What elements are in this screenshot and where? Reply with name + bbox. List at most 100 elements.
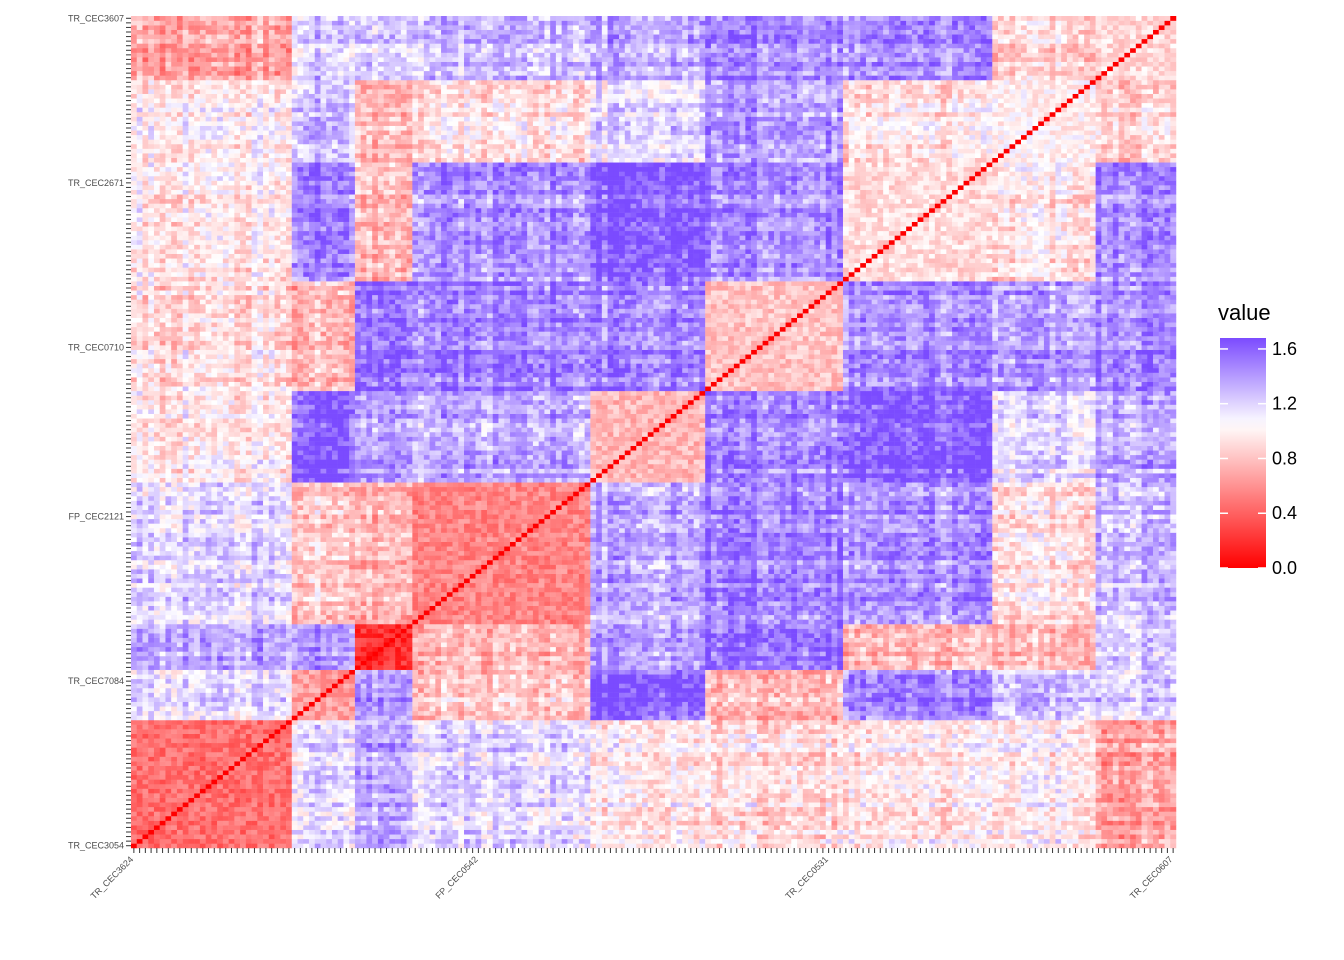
heatmap-cell <box>952 807 958 812</box>
heatmap-cell <box>941 834 947 839</box>
heatmap-cell <box>768 825 774 830</box>
heatmap-cell <box>246 734 252 739</box>
heatmap-cell <box>257 775 263 780</box>
heatmap-cell <box>826 734 832 739</box>
heatmap-cell <box>309 843 315 848</box>
heatmap-cell <box>751 802 757 807</box>
heatmap-cell <box>435 834 441 839</box>
heatmap-cell <box>786 747 792 752</box>
heatmap-cell <box>1027 793 1033 798</box>
heatmap-cell <box>1044 843 1050 848</box>
heatmap-cell <box>734 725 740 730</box>
heatmap-cell <box>579 779 585 784</box>
heatmap-cell <box>722 825 728 830</box>
heatmap-cell <box>320 752 326 757</box>
heatmap-cell <box>378 747 384 752</box>
heatmap-cell <box>740 752 746 757</box>
heatmap-cell <box>539 743 545 748</box>
heatmap-cell <box>315 734 321 739</box>
heatmap-cell <box>763 843 769 848</box>
heatmap-cell <box>160 802 166 807</box>
heatmap-cell <box>860 789 866 794</box>
heatmap-cell <box>516 757 522 762</box>
heatmap-cell <box>194 811 200 816</box>
heatmap-cell <box>1061 839 1067 844</box>
heatmap-cell <box>659 798 665 803</box>
heatmap-cell <box>1142 725 1148 730</box>
heatmap-cell <box>895 761 901 766</box>
heatmap-cell <box>355 830 361 835</box>
heatmap-cell <box>252 770 258 775</box>
heatmap-cell <box>131 839 137 844</box>
heatmap-cell <box>435 770 441 775</box>
heatmap-cell <box>481 775 487 780</box>
heatmap-cell <box>286 775 292 780</box>
heatmap-cell <box>171 825 177 830</box>
heatmap-cell <box>981 811 987 816</box>
heatmap-cell <box>229 729 235 734</box>
heatmap-cell <box>958 821 964 826</box>
heatmap-cell <box>183 834 189 839</box>
heatmap-cell <box>791 807 797 812</box>
heatmap-cell <box>567 834 573 839</box>
heatmap-cell <box>820 830 826 835</box>
heatmap-cell <box>969 789 975 794</box>
heatmap-cell <box>177 766 183 771</box>
heatmap-cell <box>579 821 585 826</box>
heatmap-cell <box>1090 825 1096 830</box>
heatmap-cell <box>711 825 717 830</box>
heatmap-cell <box>303 839 309 844</box>
heatmap-cell <box>1153 757 1159 762</box>
heatmap-cell <box>952 743 958 748</box>
heatmap-cell <box>682 825 688 830</box>
heatmap-cell <box>923 725 929 730</box>
heatmap-cell <box>407 761 413 766</box>
heatmap-cell <box>929 775 935 780</box>
heatmap-cell <box>935 839 941 844</box>
heatmap-cell <box>562 830 568 835</box>
heatmap-cell <box>401 807 407 812</box>
heatmap-cell <box>343 789 349 794</box>
heatmap-cell <box>877 775 883 780</box>
heatmap-cell <box>252 784 258 789</box>
heatmap-cell <box>1153 752 1159 757</box>
heatmap-cell <box>1015 743 1021 748</box>
heatmap-cell <box>883 747 889 752</box>
heatmap-cell <box>292 779 298 784</box>
heatmap-cell <box>602 825 608 830</box>
heatmap-cell <box>981 779 987 784</box>
heatmap-cell <box>889 752 895 757</box>
heatmap-cell <box>987 784 993 789</box>
heatmap-cell <box>550 789 556 794</box>
heatmap-cell <box>969 725 975 730</box>
heatmap-cell <box>407 798 413 803</box>
heatmap-cell <box>148 811 154 816</box>
heatmap-cell <box>298 720 304 725</box>
heatmap-cell <box>234 807 240 812</box>
heatmap-cell <box>608 811 614 816</box>
heatmap-cell <box>401 821 407 826</box>
heatmap-cell <box>992 747 998 752</box>
heatmap-cell <box>453 834 459 839</box>
heatmap-cell <box>751 830 757 835</box>
heatmap-cell <box>504 843 510 848</box>
heatmap-cell <box>676 752 682 757</box>
heatmap-cell <box>298 729 304 734</box>
heatmap-cell <box>665 789 671 794</box>
heatmap-cell <box>826 770 832 775</box>
heatmap-cell <box>1021 725 1027 730</box>
heatmap-cell <box>407 789 413 794</box>
heatmap-cell <box>734 811 740 816</box>
heatmap-cell <box>171 752 177 757</box>
heatmap-cell <box>1073 738 1079 743</box>
heatmap-cell <box>315 843 321 848</box>
heatmap-cell <box>636 770 642 775</box>
heatmap-cell <box>142 821 148 826</box>
heatmap-cell <box>447 775 453 780</box>
heatmap-cell <box>1170 789 1176 794</box>
heatmap-cell <box>751 821 757 826</box>
heatmap-cell <box>717 798 723 803</box>
heatmap-cell <box>918 839 924 844</box>
heatmap-cell <box>820 770 826 775</box>
heatmap-cell <box>722 834 728 839</box>
